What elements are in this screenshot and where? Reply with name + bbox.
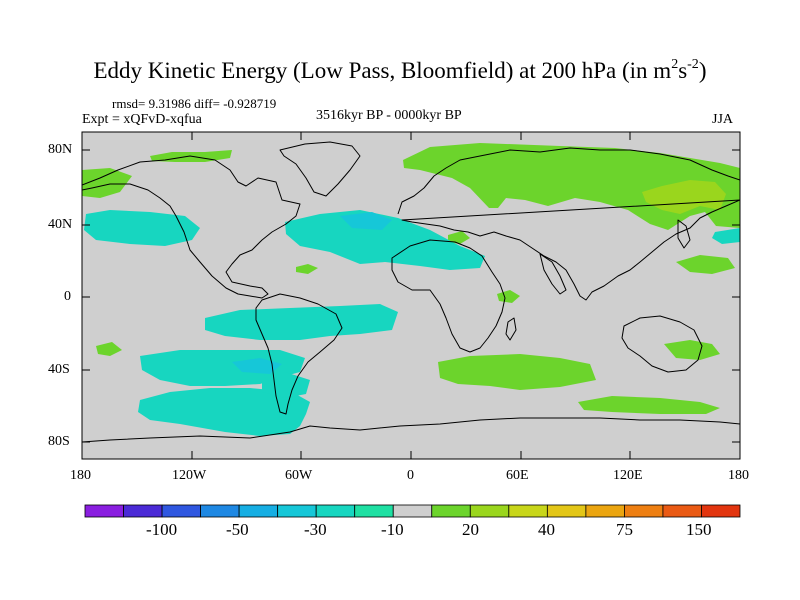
colorbar-label-20: 20 bbox=[462, 520, 479, 539]
region-north-atlantic bbox=[285, 210, 485, 270]
coast-antarctica bbox=[82, 417, 740, 443]
coast-india bbox=[539, 253, 567, 295]
lon-label-60w: 60W bbox=[285, 468, 313, 483]
region-south-indian bbox=[438, 354, 596, 390]
colorbar-box bbox=[161, 504, 201, 518]
stats-label: rmsd= 9.31986 diff= -0.928719 bbox=[112, 96, 277, 111]
region-north-atlantic-small bbox=[296, 264, 318, 274]
coast-greenland bbox=[279, 141, 361, 197]
region-australia-east bbox=[664, 340, 720, 360]
colorbar-box bbox=[585, 504, 625, 518]
colorbar-box bbox=[431, 504, 471, 518]
title-end: ) bbox=[698, 58, 707, 83]
season-label: JJA bbox=[712, 112, 734, 127]
anomaly-field bbox=[82, 143, 740, 436]
lat-label-40s: 40S bbox=[48, 362, 70, 377]
colorbar-box bbox=[508, 504, 548, 518]
coastlines bbox=[82, 141, 740, 443]
colorbar-label-minus-10: -10 bbox=[381, 520, 404, 539]
region-far-east-strong bbox=[642, 180, 726, 214]
colorbar-box bbox=[662, 504, 702, 518]
region-southern-ocean-pacific bbox=[578, 396, 720, 414]
colorbar-label-minus-30: -30 bbox=[304, 520, 327, 539]
lon-label-180e: 180 bbox=[728, 468, 749, 483]
colorbar-box bbox=[354, 504, 394, 518]
colorbar-box bbox=[200, 504, 240, 518]
coast-africa bbox=[391, 239, 506, 353]
period-label: 3516kyr BP - 0000kyr BP bbox=[316, 108, 462, 123]
lon-label-0: 0 bbox=[407, 468, 414, 483]
colorbar-box bbox=[624, 504, 664, 518]
figure-title: Eddy Kinetic Energy (Low Pass, Bloomfiel… bbox=[0, 58, 800, 84]
colorbar-box bbox=[123, 504, 163, 518]
colorbar-box bbox=[546, 504, 587, 518]
colorbar-label-150: 150 bbox=[686, 520, 712, 539]
lat-tick-marks bbox=[82, 149, 740, 443]
title-sup-1: 2 bbox=[671, 57, 679, 72]
region-south-pacific-tropical bbox=[205, 304, 398, 340]
lon-label-60e: 60E bbox=[506, 468, 529, 483]
colorbar-box bbox=[84, 504, 124, 518]
colorbar bbox=[84, 504, 741, 518]
colorbar-box bbox=[392, 504, 433, 518]
coast-madagascar bbox=[505, 317, 517, 341]
region-north-america-west bbox=[84, 210, 200, 246]
title-main: Eddy Kinetic Energy (Low Pass, Bloomfiel… bbox=[93, 58, 672, 83]
lat-label-0: 0 bbox=[64, 289, 71, 304]
region-south-pacific-west-small bbox=[96, 342, 122, 356]
colorbar-label-minus-50: -50 bbox=[226, 520, 249, 539]
coast-japan bbox=[677, 219, 691, 249]
region-southern-ocean-negative bbox=[138, 388, 310, 436]
colorbar-label-minus-100: -100 bbox=[146, 520, 178, 539]
title-sup-2: -2 bbox=[687, 57, 699, 72]
coast-south-america bbox=[255, 293, 343, 415]
colorbar-box bbox=[277, 504, 317, 518]
region-south-pacific-core bbox=[232, 358, 282, 374]
colorbar-label-40: 40 bbox=[538, 520, 555, 539]
region-arctic-europe-siberia bbox=[403, 143, 740, 230]
region-north-atlantic-core bbox=[340, 212, 392, 230]
region-bering-west bbox=[82, 168, 132, 198]
region-sahel-small bbox=[497, 290, 520, 303]
colorbar-box bbox=[469, 504, 510, 518]
lon-label-120w: 120W bbox=[172, 468, 207, 483]
coast-north-america bbox=[82, 155, 301, 299]
region-east-asia-pacific bbox=[676, 255, 735, 274]
colorbar-box bbox=[315, 504, 356, 518]
lon-label-180w: 180 bbox=[70, 468, 91, 483]
colorbar-box bbox=[701, 504, 741, 518]
lat-label-40n: 40N bbox=[48, 217, 73, 232]
colorbar-box bbox=[238, 504, 279, 518]
title-mid: s bbox=[678, 58, 688, 83]
experiment-label: Expt = xQFvD-xqfua bbox=[82, 112, 202, 127]
lon-label-120e: 120E bbox=[613, 468, 643, 483]
coast-eurasia bbox=[397, 147, 740, 301]
region-northwest-pacific bbox=[712, 228, 740, 244]
colorbar-label-75: 75 bbox=[616, 520, 633, 539]
region-mediterranean-small bbox=[448, 231, 470, 244]
coast-australia bbox=[621, 315, 703, 373]
lon-tick-marks bbox=[81, 132, 741, 459]
lat-label-80s: 80S bbox=[48, 434, 70, 449]
lat-label-80n: 80N bbox=[48, 142, 73, 157]
